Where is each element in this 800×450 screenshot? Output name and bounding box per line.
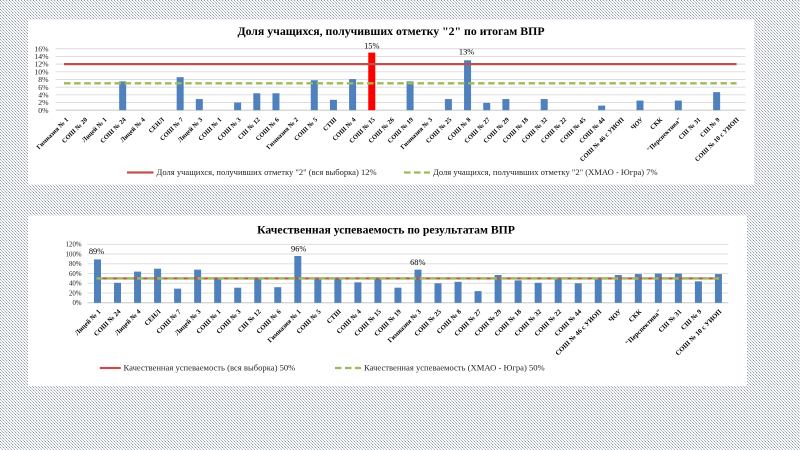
svg-text:14%: 14% [34,52,49,61]
svg-text:15%: 15% [364,42,379,51]
svg-text:60%: 60% [69,271,82,278]
svg-text:10%: 10% [34,67,49,76]
svg-text:2%: 2% [38,98,49,107]
svg-text:0%: 0% [72,300,81,307]
svg-text:Качественная успеваемость (вся: Качественная успеваемость (вся выборка) … [124,363,296,373]
svg-text:6%: 6% [38,83,49,92]
svg-text:Доля учащихся, получивших отме: Доля учащихся, получивших отметку "2" по… [237,24,544,38]
svg-text:40%: 40% [69,281,82,288]
svg-text:68%: 68% [410,258,425,267]
svg-text:89%: 89% [89,247,104,256]
svg-text:4%: 4% [38,90,49,99]
svg-text:0%: 0% [38,106,49,115]
svg-text:12%: 12% [34,60,49,69]
svg-text:13%: 13% [459,47,474,56]
svg-text:16%: 16% [34,44,49,53]
svg-text:Доля учащихся, получивших отме: Доля учащихся, получивших отметку "2" (в… [157,167,377,177]
svg-text:80%: 80% [69,261,82,268]
svg-text:Доля учащихся, получивших отме: Доля учащихся, получивших отметку "2" (Х… [433,167,658,177]
svg-text:96%: 96% [291,244,306,253]
svg-text:20%: 20% [69,290,82,297]
svg-text:100%: 100% [66,251,82,258]
svg-text:8%: 8% [38,75,49,84]
svg-text:Качественная успеваемость (ХМА: Качественная успеваемость (ХМАО - Югра) … [364,363,545,373]
svg-text:Качественная успеваемость по р: Качественная успеваемость по результатам… [257,224,515,237]
svg-text:120%: 120% [66,242,82,249]
